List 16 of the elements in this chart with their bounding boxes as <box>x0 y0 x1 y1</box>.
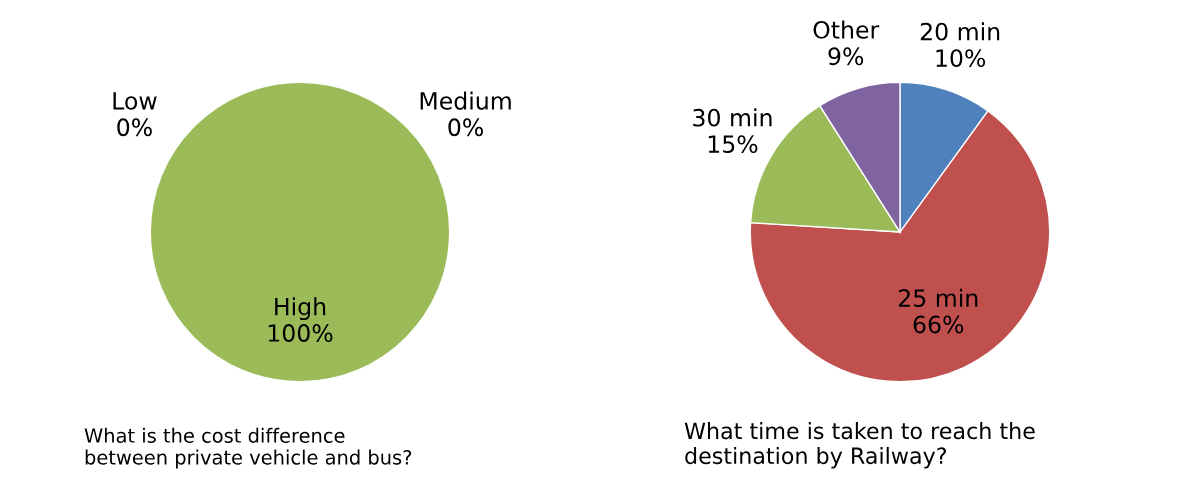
slice-label: Other <box>813 20 880 39</box>
data-label: 15% <box>708 135 758 154</box>
slice-label: 30 min <box>693 108 772 127</box>
data-label: 10% <box>936 49 986 68</box>
slice-label: High <box>275 297 326 321</box>
text: What time is taken to reach the destination by Railway? <box>684 422 1035 469</box>
data-label: 66% <box>913 315 964 334</box>
text: 0% <box>117 118 152 137</box>
data-label: 9% <box>828 47 864 66</box>
data-label: 100% <box>268 324 333 342</box>
text: 0% <box>448 118 483 137</box>
category-label: Low <box>113 92 157 110</box>
category-label: Medium <box>420 91 511 110</box>
slice-label: 25 min <box>898 288 978 307</box>
text: What is the cost difference between private vehicle and bus? <box>84 427 412 469</box>
slice-label: 20 min <box>920 22 1000 41</box>
